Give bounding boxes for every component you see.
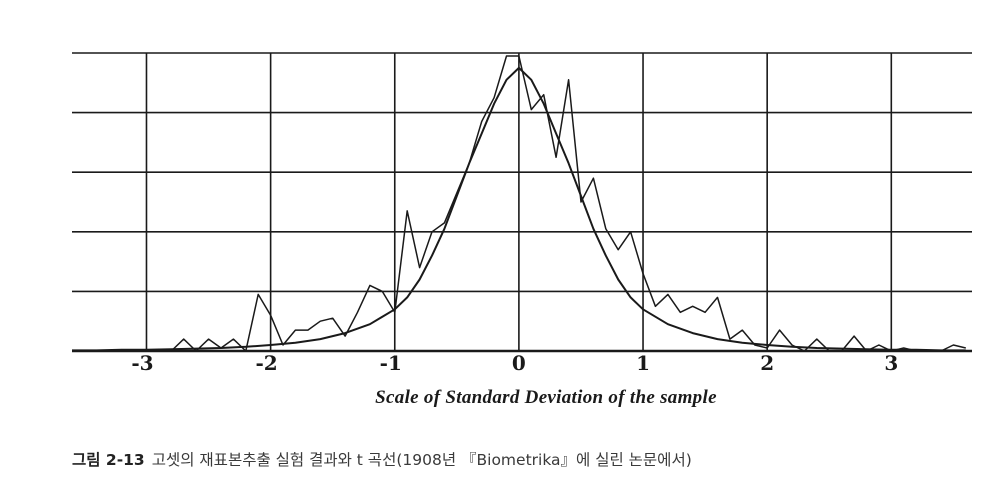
x-tick-label: -2 (256, 351, 278, 375)
t-curve-line (72, 66, 966, 352)
figure-number: 그림 2-13 (72, 451, 145, 469)
figure-caption: 그림 2-13 고셋의 재표본추출 실험 결과와 t 곡선(1908년 『Biom… (72, 448, 692, 470)
x-tick-label: 2 (760, 351, 774, 375)
grid (72, 52, 972, 353)
sample-distribution-line (72, 55, 966, 352)
chart: -3 -2 -1 0 1 2 3 Scale of Standard Deviation o… (72, 52, 972, 408)
series-layer (72, 55, 966, 352)
caption-text: 고셋의 재표본추출 실험 결과와 t 곡선(1908년 『Biometrika』… (151, 451, 692, 469)
x-axis-label: Scale of Standard Deviation of the sampl… (375, 387, 717, 408)
x-tick-label: 0 (512, 351, 526, 375)
x-tick-label: -3 (131, 351, 153, 375)
x-tick-label: 1 (636, 351, 650, 375)
x-axis-ticks: -3 -2 -1 0 1 2 3 (131, 351, 898, 375)
x-tick-label: 3 (884, 351, 898, 375)
x-tick-label: -1 (380, 351, 402, 375)
